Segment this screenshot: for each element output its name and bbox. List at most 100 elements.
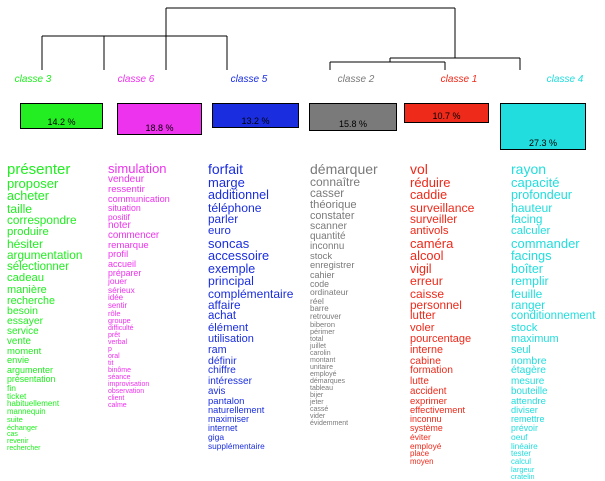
word-item: achat [208, 310, 237, 323]
word-item: casser [310, 187, 345, 200]
word-item: intéresser [208, 375, 252, 387]
classe-5-percent: 13.2 % [241, 116, 270, 126]
word-item: réduire [410, 175, 451, 190]
word-item: remettre [511, 414, 545, 425]
word-item: marge [208, 175, 245, 190]
word-item: inconnu [410, 414, 442, 425]
word-item: taille [7, 201, 33, 216]
word-item: argumentation [7, 248, 83, 262]
word-item: linéaire [511, 440, 538, 451]
classe-4-percent-box: 27.3 % [500, 103, 586, 150]
word-item: connaître [310, 175, 361, 189]
word-item: difficulté [108, 324, 134, 332]
dendrogram-branch-left [103, 35, 228, 70]
word-item: vol [410, 161, 428, 177]
word-item: remplir [511, 274, 549, 289]
word-item: fin [7, 382, 16, 393]
word-item: employé [410, 440, 442, 451]
word-item: scanner [310, 220, 347, 232]
word-item: oral [108, 352, 120, 360]
word-item: système [410, 423, 443, 434]
word-item: oeuf [511, 432, 528, 443]
word-item: sentir [108, 301, 128, 311]
word-item: profil [108, 249, 129, 260]
word-item: profondeur [511, 188, 572, 202]
word-item: avis [208, 385, 226, 397]
word-item: démarques [310, 377, 346, 385]
word-item: revenir [7, 437, 29, 445]
classe-4-word-list: rayon capacité profondeur hauteur facing calc… [511, 162, 595, 481]
word-item: jouer [108, 276, 127, 287]
word-item: soncas [208, 236, 250, 251]
word-item: cratelin [511, 472, 535, 481]
word-item: interne [410, 344, 444, 357]
word-item: habituellement [7, 399, 60, 409]
word-item: improvisation [108, 380, 150, 388]
classe-1-percent: 10.7 % [432, 111, 461, 121]
word-item: idée [108, 293, 124, 303]
word-item: barre [310, 304, 329, 314]
word-item: cabine [410, 354, 441, 367]
word-item: stock [310, 250, 333, 262]
word-item: rayon [511, 161, 547, 177]
word-item: juillet [310, 342, 326, 350]
word-item: accident [410, 385, 447, 397]
word-item: acheter [7, 189, 50, 203]
word-item: situation [108, 202, 141, 213]
word-item: présenter [7, 161, 71, 178]
word-item: définir [208, 354, 237, 367]
word-item: unitaire [310, 363, 333, 371]
word-item: verbal [108, 338, 128, 346]
word-item: manière [7, 283, 47, 296]
word-item: prévoir [511, 423, 538, 434]
word-item: besoin [7, 305, 38, 318]
word-item: groupe [108, 316, 131, 326]
word-item: élément [208, 321, 249, 334]
classe-1-label: classe 1 [440, 74, 478, 85]
word-item: facing [511, 211, 543, 226]
word-item: accueil [108, 258, 137, 269]
word-item: proposer [7, 176, 59, 191]
word-item: utilisation [208, 333, 254, 346]
word-item: vente [7, 336, 31, 348]
word-item: place [410, 448, 430, 458]
word-item: inconnu [310, 241, 345, 252]
classe-6-word-list: simulation vendeur ressentir communication s… [108, 162, 170, 409]
word-item: chiffre [208, 365, 236, 377]
word-item: théorique [310, 198, 357, 211]
word-item: total [310, 335, 324, 343]
word-item: hésiter [7, 237, 44, 251]
word-item: nombre [511, 354, 547, 367]
word-item: commander [511, 236, 580, 251]
classe-1-percent-box: 10.7 % [404, 103, 489, 123]
word-item: vider [310, 412, 326, 420]
classe-2-label: classe 2 [337, 74, 375, 85]
word-item: maximiser [208, 414, 250, 425]
word-item: exemple [208, 261, 256, 276]
word-item: surveillance [410, 200, 475, 215]
classe-5-word-list: forfait marge additionnel téléphone parler eu… [208, 162, 293, 450]
classe-2-word-list: démarquer connaître casser théorique constat… [310, 162, 378, 427]
word-item: réel [310, 295, 324, 306]
word-item: naturellement [208, 405, 265, 416]
classe-6-percent: 18.8 % [145, 123, 174, 133]
word-item: séance [108, 373, 131, 381]
word-item: feuille [511, 286, 543, 301]
classe-3-label: classe 3 [14, 74, 52, 85]
word-item: forfait [208, 161, 244, 177]
word-item: cassé [310, 405, 329, 413]
word-item: caisse [410, 286, 445, 301]
word-item: vendeur [108, 174, 145, 185]
classe-3-word-list: présenter proposer acheter taille correspond… [7, 162, 82, 452]
word-item: simulation [108, 161, 167, 176]
word-item: démarquer [310, 161, 378, 177]
dendrogram-branch-leftmost [41, 35, 104, 70]
word-item: attendre [511, 395, 546, 407]
word-item: mesure [511, 375, 545, 387]
classe-4-label: classe 4 [546, 74, 584, 85]
word-item: carolin [310, 349, 331, 357]
word-item: employé [310, 370, 337, 378]
classe-3-percent: 14.2 % [47, 117, 76, 127]
word-item: pantalon [208, 395, 245, 407]
word-item: calculer [511, 224, 551, 237]
